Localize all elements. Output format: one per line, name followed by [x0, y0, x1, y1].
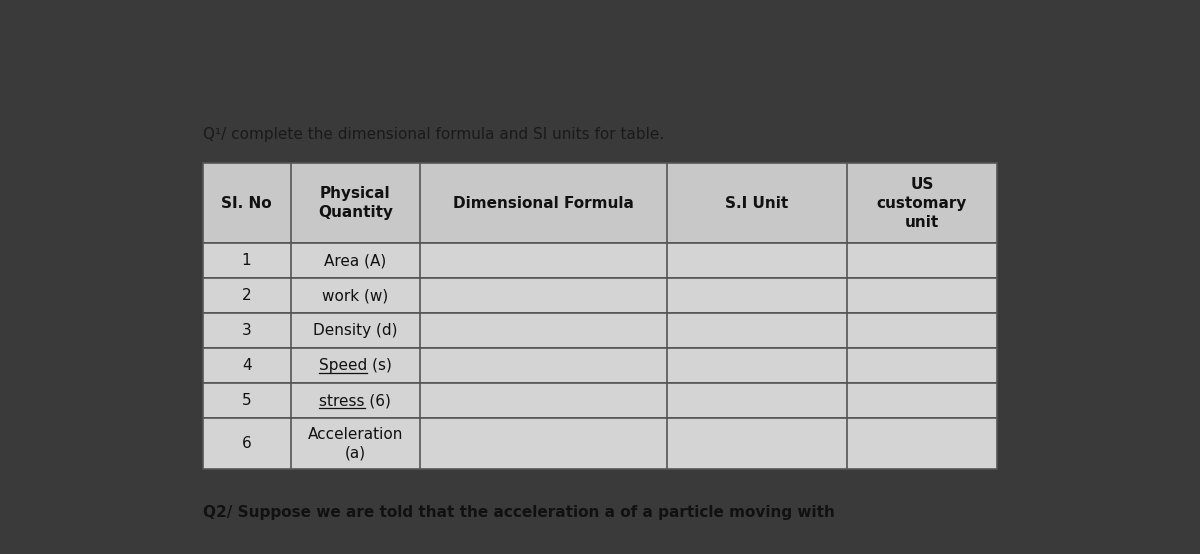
Text: Dimensional Formula: Dimensional Formula: [454, 196, 634, 211]
Text: Acceleration
(a): Acceleration (a): [307, 427, 403, 460]
Bar: [203, 383, 997, 418]
Text: 2: 2: [242, 289, 252, 304]
Bar: [203, 314, 997, 348]
Text: 6: 6: [241, 436, 252, 452]
Bar: [203, 418, 997, 469]
Bar: [203, 278, 997, 314]
Text: S.I Unit: S.I Unit: [725, 196, 788, 211]
Text: Q2/ Suppose we are told that the acceleration a of a particle moving with: Q2/ Suppose we are told that the acceler…: [203, 505, 834, 520]
Text: 1: 1: [242, 253, 252, 268]
Bar: [203, 243, 997, 278]
Text: Physical
Quantity: Physical Quantity: [318, 186, 392, 220]
Text: US
customary
unit: US customary unit: [877, 177, 967, 230]
Bar: [203, 418, 997, 469]
Text: 3: 3: [241, 324, 252, 338]
Text: 4: 4: [242, 358, 252, 373]
Text: 5: 5: [242, 393, 252, 408]
Text: work (w): work (w): [323, 289, 389, 304]
Bar: [203, 163, 997, 243]
Text: stress (6): stress (6): [319, 393, 391, 408]
Bar: [203, 314, 997, 348]
Text: SI. No: SI. No: [221, 196, 272, 211]
Text: Area (A): Area (A): [324, 253, 386, 268]
Bar: [203, 163, 997, 243]
Bar: [203, 278, 997, 314]
Text: Speed (s): Speed (s): [319, 358, 391, 373]
Bar: [203, 348, 997, 383]
Text: Q¹/ complete the dimensional formula and SI units for table.: Q¹/ complete the dimensional formula and…: [203, 127, 664, 142]
Bar: [203, 383, 997, 418]
Text: Density (d): Density (d): [313, 324, 397, 338]
Bar: [203, 243, 997, 278]
Bar: [203, 348, 997, 383]
